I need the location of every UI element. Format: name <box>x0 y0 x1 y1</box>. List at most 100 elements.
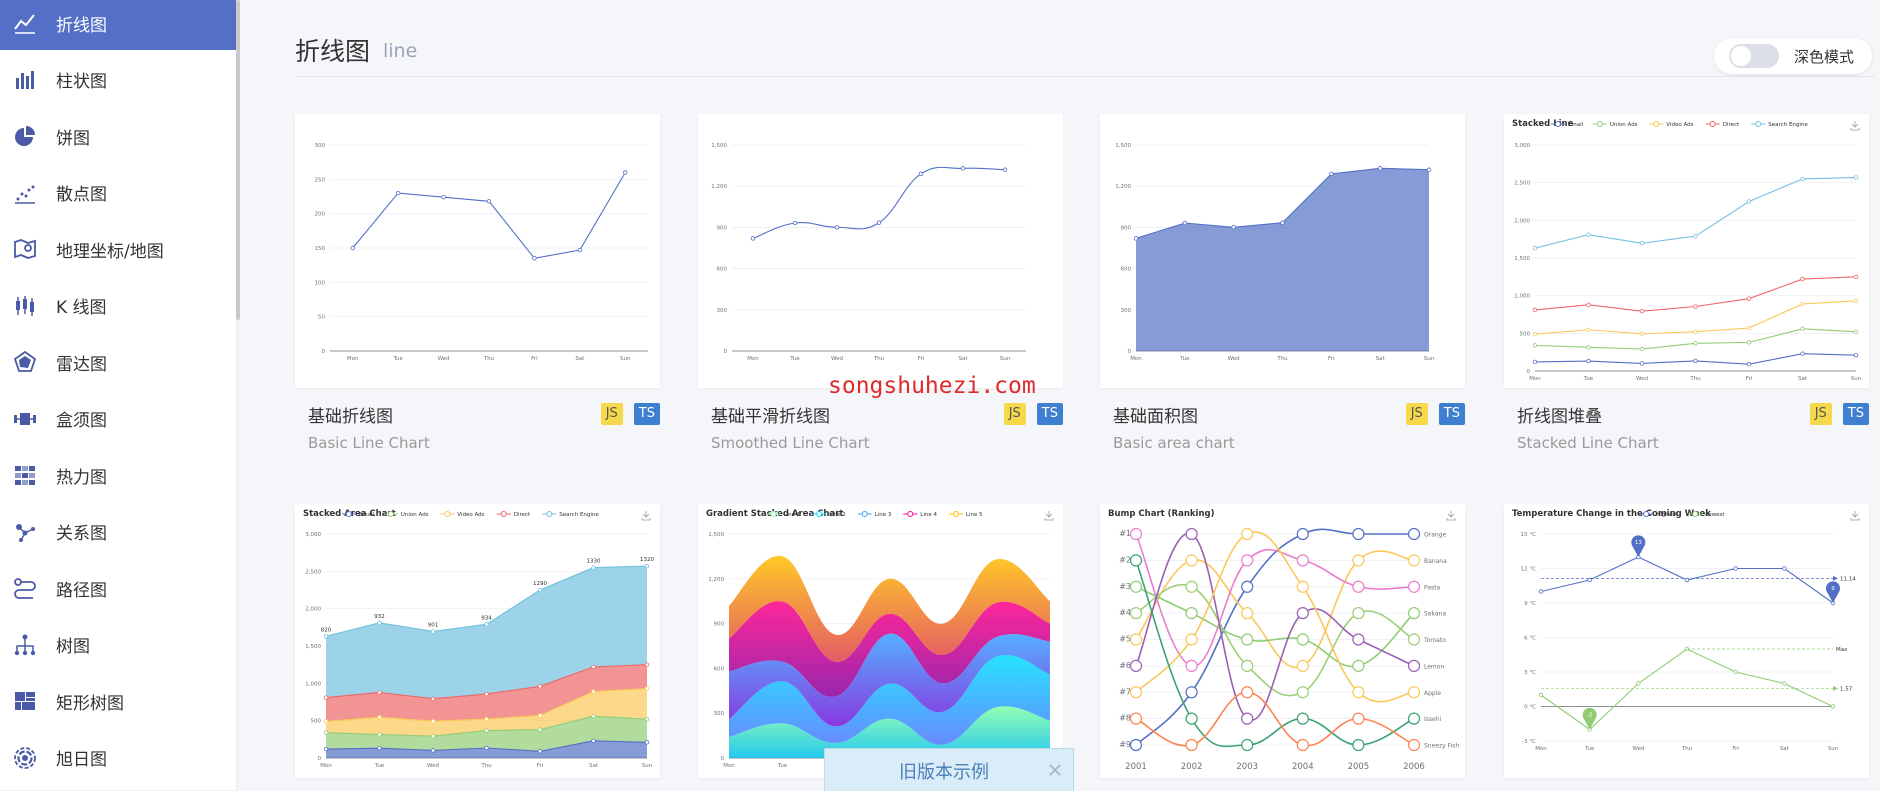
x-tick-label: 2006 <box>1403 762 1425 772</box>
point <box>1782 681 1787 686</box>
nav-item[interactable]: 雷达图 <box>0 335 236 389</box>
x-tick-label: Tue <box>777 763 788 769</box>
area <box>729 633 1050 727</box>
tag[interactable]: JS <box>600 403 623 425</box>
tag[interactable]: TS <box>1036 403 1063 425</box>
point <box>1296 738 1309 752</box>
nav-item[interactable]: 路径图 <box>0 561 236 615</box>
point <box>1296 527 1309 541</box>
chart-thumbnail[interactable]: 0 50 100 150 200 250 300 Mon Tue Wed Thu Fri Sat Sun <box>295 114 660 388</box>
point <box>537 727 543 732</box>
nav-item[interactable]: K 线图 <box>0 279 236 333</box>
chart-thumbnail[interactable]: 0 300 600 900 1,200 1,500 Mon Tue Wed Thu Fri Sat Su… <box>1100 114 1465 388</box>
legend-label: Line 3 <box>875 512 892 518</box>
point <box>1352 712 1365 725</box>
tags: JS TS <box>600 403 660 425</box>
dark-mode-toggle[interactable]: 深色模式 <box>1714 38 1872 74</box>
y-tick-label: 900 <box>717 225 728 231</box>
point <box>1185 607 1198 620</box>
tag[interactable]: JS <box>1809 403 1832 425</box>
nav-item[interactable]: 柱状图 <box>0 53 236 107</box>
legend-symbol <box>1596 121 1603 127</box>
example-card[interactable]: Gradient Stacked Area Chart 0 300 600 900 1,2… <box>698 504 1063 778</box>
chart-thumbnail[interactable]: Temperature Change in the Coming Week -3 … <box>1504 504 1869 778</box>
example-card[interactable]: 0 300 600 900 1,200 1,500 Mon Tue Wed Thu Fri Sat Su… <box>1100 114 1465 452</box>
tag[interactable]: TS <box>1842 403 1869 425</box>
tag[interactable]: JS <box>1405 403 1428 425</box>
x-tick-label: Fri <box>1746 376 1753 382</box>
chart-thumbnail[interactable]: Stacked Area Chart05001,0001,5002,0002,5… <box>295 504 660 778</box>
chart-thumbnail[interactable]: Gradient Stacked Area Chart03006009001,2… <box>698 504 1063 778</box>
area <box>729 555 1050 662</box>
y-tick-label: 3 °C <box>1524 670 1536 676</box>
example-card[interactable]: Bump Chart (Ranking) #1 #2 #3 #4 #5 #6 #7 #8 #9 20… <box>1100 504 1465 778</box>
nav-item[interactable]: 树图 <box>0 618 236 672</box>
legend-label: Lowest <box>1705 512 1725 518</box>
legend-symbol <box>1643 511 1650 517</box>
tag[interactable]: TS <box>633 403 660 425</box>
nav-item[interactable]: 旭日图 <box>0 731 236 785</box>
nav-item[interactable]: 关系图 <box>0 505 236 559</box>
example-card[interactable]: 0 300 600 900 1,200 1,500 Mon Tue Wed Thu Fri Sat Su… <box>698 114 1063 452</box>
nav-item[interactable]: 散点图 <box>0 166 236 220</box>
tag[interactable]: TS <box>1438 403 1465 425</box>
point <box>1352 738 1365 752</box>
point <box>377 732 382 737</box>
switch[interactable] <box>1729 44 1779 68</box>
nav-label: 饼图 <box>56 128 90 149</box>
legend-symbol <box>907 511 914 517</box>
example-card[interactable]: Temperature Change in the Coming Week -3 … <box>1504 504 1869 778</box>
point <box>1296 580 1309 593</box>
point <box>323 730 329 735</box>
x-tick-label: Thu <box>1689 376 1700 382</box>
point <box>1746 362 1752 367</box>
tag[interactable]: JS <box>1003 403 1026 425</box>
point <box>1636 681 1641 686</box>
nav-label: 路径图 <box>56 580 107 601</box>
y-tick-label: -3 °C <box>1522 739 1536 745</box>
point <box>1800 176 1805 182</box>
example-card[interactable]: 0 50 100 150 200 250 300 Mon Tue Wed Thu Fri Sat Sun 基… <box>295 114 660 452</box>
y-tick-label: 300 <box>1121 308 1132 314</box>
point <box>1800 326 1805 332</box>
nav-item[interactable]: 矩形树图 <box>0 674 236 728</box>
example-card[interactable]: Stacked Line 0 500 1,000 1,500 2,000 2,500 3,00… <box>1504 114 1869 452</box>
end-label: Tomato <box>1423 637 1446 644</box>
x-tick-label: 2004 <box>1292 762 1314 772</box>
y-tick-label: 0 <box>1128 349 1132 355</box>
notice: 旧版本示例 <box>824 748 1074 791</box>
area <box>326 716 647 752</box>
max-label: Max <box>1836 647 1848 653</box>
y-tick-label: 1,200 <box>1115 184 1131 190</box>
scrollbar <box>236 0 240 320</box>
x-tick-label: Mon <box>1130 356 1142 362</box>
x-tick-label: Thu <box>483 356 494 362</box>
y-tick-label: 1,200 <box>708 577 724 583</box>
nav-label: 旭日图 <box>56 750 107 770</box>
point <box>623 170 628 175</box>
point <box>1241 659 1254 672</box>
point <box>1352 554 1365 567</box>
example-card[interactable]: Stacked Area Chart 0 500 1,000 1,500 2,000 2,5… <box>295 504 660 778</box>
x-tick-label: Mon <box>723 763 735 769</box>
point <box>323 719 329 724</box>
chart-thumbnail[interactable]: Bump Chart (Ranking) #1 #2 #3 #4 #5 #6 #7 #8 #9 20… <box>1100 504 1465 778</box>
point <box>1129 738 1143 752</box>
y-tick-label: 0 <box>322 349 326 355</box>
x-tick-label: Fri <box>537 763 544 769</box>
legend-label: Line 1 <box>784 512 801 518</box>
chart-thumbnail[interactable]: 0 300 600 900 1,200 1,500 Mon Tue Wed Thu Fri Sat Su… <box>698 114 1063 388</box>
point <box>430 733 436 739</box>
nav-item[interactable]: 饼图 <box>0 109 236 163</box>
card-title: 基础平滑折线图 <box>711 407 830 427</box>
close-button[interactable] <box>1049 764 1061 776</box>
point <box>1352 580 1365 593</box>
nav-item[interactable]: 地理坐标/地图 <box>0 222 236 276</box>
chart-thumbnail[interactable]: Stacked Line 0 500 1,000 1,500 2,000 2,500 3,00… <box>1504 114 1869 388</box>
nav-item[interactable]: 折线图 <box>0 0 236 50</box>
nav-item[interactable]: 盒须图 <box>0 392 236 446</box>
legend-symbol <box>770 511 777 517</box>
y-tick-label: 3,000 <box>1514 143 1530 149</box>
nav-item[interactable]: 热力图 <box>0 448 236 502</box>
point <box>484 622 489 627</box>
